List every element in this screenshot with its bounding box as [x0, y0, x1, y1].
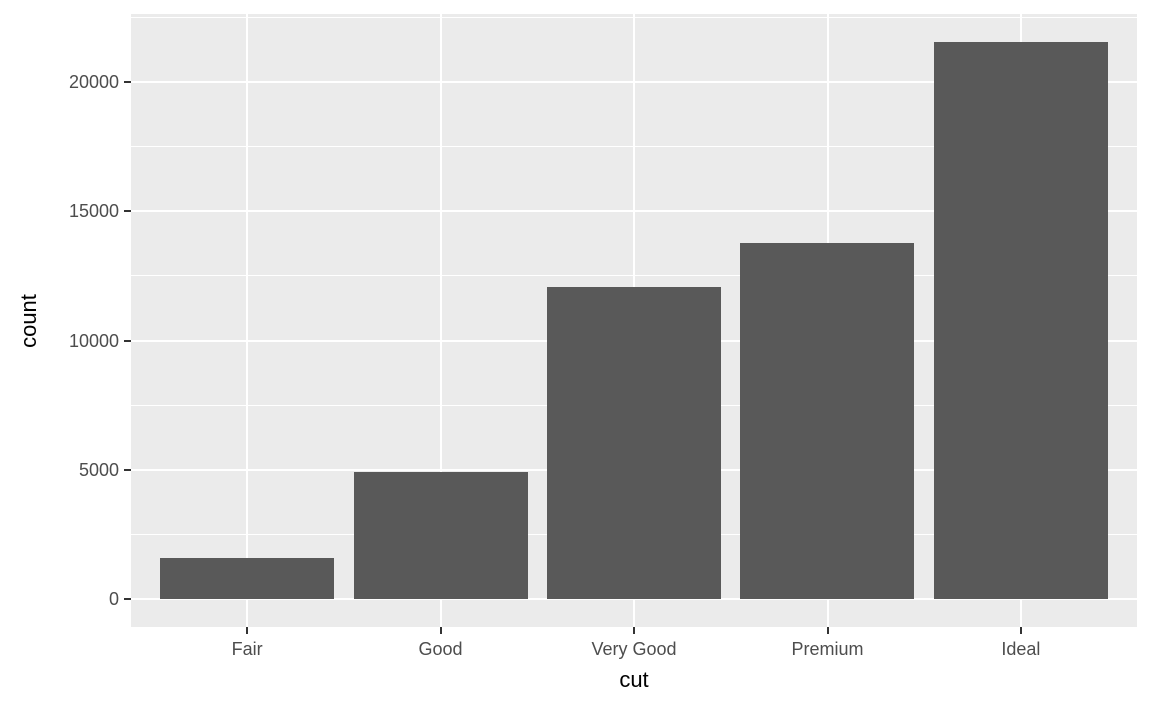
- bar-very-good: [546, 286, 721, 600]
- v-gridline-0: [246, 14, 249, 627]
- y-tick-mark-5000: [124, 468, 131, 471]
- y-tick-label-0: 0: [108, 589, 119, 610]
- x-axis-title: cut: [619, 667, 649, 692]
- x-tick-label-0: Fair: [231, 639, 263, 659]
- x-tick-mark-3: [826, 627, 829, 634]
- plot-panel: [131, 14, 1137, 627]
- y-tick-mark-15000: [124, 210, 131, 213]
- y-tick-label-5000: 5000: [78, 459, 119, 480]
- x-tick-mark-4: [1019, 627, 1022, 634]
- x-tick-mark-1: [439, 627, 442, 634]
- x-tick-mark-0: [246, 627, 249, 634]
- y-tick-label-15000: 15000: [68, 201, 119, 222]
- bar-fair: [160, 557, 335, 600]
- y-tick-mark-0: [124, 598, 131, 601]
- x-tick-label-4: Ideal: [1001, 639, 1041, 659]
- y-axis-title: count: [16, 293, 41, 348]
- y-tick-label-10000: 10000: [68, 330, 119, 351]
- y-tick-mark-20000: [124, 81, 131, 83]
- y-tick-mark-10000: [124, 339, 131, 342]
- bar-ideal: [933, 41, 1108, 600]
- x-tick-label-1: Good: [418, 639, 463, 659]
- x-tick-label-3: Premium: [791, 639, 864, 659]
- bar-good: [353, 472, 528, 600]
- v-gridline-1: [439, 14, 442, 627]
- x-tick-label-2: Very Good: [591, 639, 677, 659]
- y-tick-label-20000: 20000: [68, 72, 119, 92]
- x-tick-mark-2: [633, 627, 635, 634]
- bar-premium: [740, 242, 915, 600]
